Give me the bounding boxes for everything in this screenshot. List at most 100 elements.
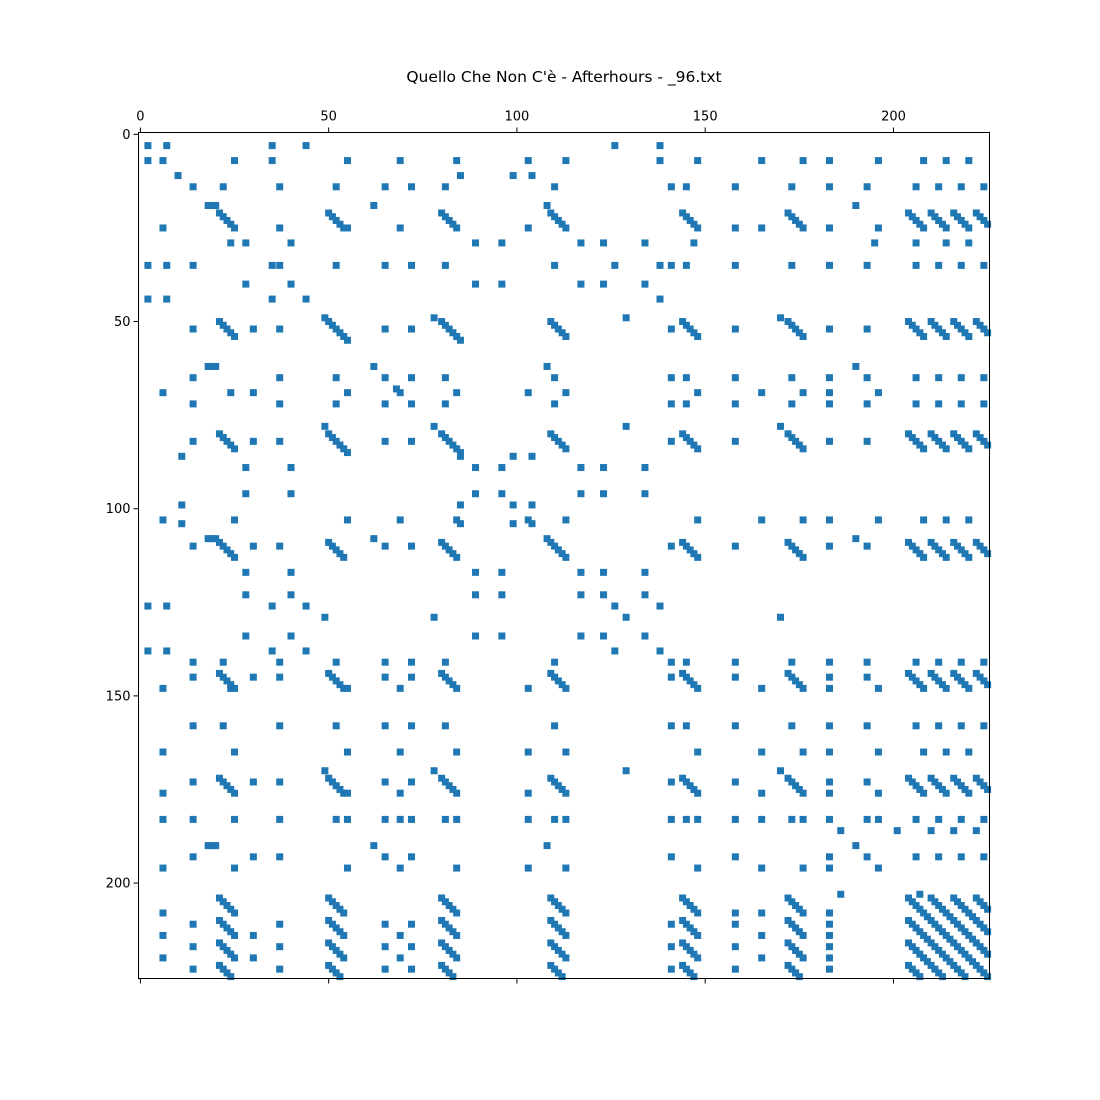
matrix-cell-mark [231, 748, 239, 756]
matrix-cell-mark [215, 961, 223, 969]
matrix-cell-mark [784, 318, 792, 326]
matrix-cell-mark [276, 853, 284, 861]
matrix-cell-mark [249, 954, 257, 962]
y-tick-label: 50 [114, 315, 131, 330]
matrix-cell-mark [863, 183, 871, 191]
matrix-cell-mark [562, 789, 570, 797]
matrix-cell-mark [276, 325, 284, 333]
matrix-cell-mark [381, 400, 389, 408]
matrix-cell-mark [957, 722, 965, 730]
matrix-cell-mark [524, 864, 532, 872]
matrix-cell-mark [340, 954, 348, 962]
matrix-cell-mark [227, 785, 235, 793]
matrix-cell-mark [242, 239, 250, 247]
matrix-cell-mark [682, 943, 690, 951]
matrix-cell-mark [961, 220, 969, 228]
matrix-cell-mark [227, 905, 235, 913]
matrix-cell-mark [408, 325, 415, 333]
matrix-cell-mark [600, 490, 608, 498]
matrix-cell-mark [562, 553, 570, 561]
matrix-cell-mark [961, 329, 969, 337]
matrix-cell-mark [441, 434, 449, 442]
matrix-cell-mark [441, 213, 449, 221]
matrix-cell-mark [408, 374, 415, 382]
matrix-cell-mark [825, 965, 833, 973]
matrix-cell-mark [686, 782, 694, 790]
matrix-cell-mark [231, 789, 239, 797]
matrix-cell-mark [905, 209, 913, 217]
matrix-cell-mark [731, 325, 739, 333]
matrix-cell-mark [908, 778, 916, 786]
matrix-cell-mark [980, 815, 988, 823]
matrix-cell-mark [276, 673, 284, 681]
matrix-cell-mark [456, 501, 464, 509]
matrix-cell-mark [965, 239, 973, 247]
matrix-cell-mark [449, 973, 457, 981]
matrix-cell-mark [453, 333, 461, 341]
matrix-cell-mark [472, 490, 480, 498]
matrix-cell-mark [231, 909, 239, 917]
matrix-cell-mark [370, 362, 378, 370]
matrix-cell-mark [551, 920, 559, 928]
matrix-cell-mark [641, 632, 649, 640]
matrix-cell-mark [938, 681, 946, 689]
matrix-cell-mark [788, 778, 796, 786]
matrix-cell-mark [795, 928, 803, 936]
matrix-cell-mark [686, 325, 694, 333]
matrix-cell-mark [682, 898, 690, 906]
matrix-cell-mark [912, 722, 920, 730]
matrix-cell-mark [969, 958, 977, 966]
matrix-cell-mark [758, 931, 766, 939]
matrix-cell-mark [931, 778, 939, 786]
y-tick-label: 150 [106, 689, 131, 704]
matrix-cell-mark [961, 950, 969, 958]
matrix-cell-mark [957, 400, 965, 408]
matrix-cell-mark [276, 920, 284, 928]
matrix-cell-mark [927, 916, 935, 924]
matrix-cell-mark [472, 464, 480, 472]
matrix-cell-mark [920, 684, 928, 692]
matrix-cell-mark [984, 785, 992, 793]
matrix-cell-mark [972, 827, 980, 835]
matrix-cell-mark [547, 669, 555, 677]
matrix-cell-mark [799, 333, 807, 341]
matrix-cell-mark [611, 647, 619, 655]
matrix-cell-mark [905, 894, 913, 902]
matrix-cell-mark [189, 815, 197, 823]
matrix-cell-mark [144, 647, 152, 655]
matrix-cell-mark [667, 437, 675, 445]
matrix-cell-mark [758, 954, 766, 962]
matrix-cell-mark [795, 950, 803, 958]
matrix-cell-mark [935, 325, 943, 333]
matrix-cell-mark [942, 553, 950, 561]
matrix-cell-mark [276, 400, 284, 408]
matrix-cell-mark [953, 943, 961, 951]
matrix-cell-mark [957, 546, 965, 554]
matrix-cell-mark [957, 924, 965, 932]
matrix-cell-mark [942, 516, 950, 524]
matrix-cell-mark [343, 389, 351, 397]
matrix-cell-mark [249, 437, 257, 445]
matrix-cell-mark [935, 782, 943, 790]
matrix-cell-mark [189, 437, 197, 445]
matrix-cell-mark [758, 224, 766, 232]
matrix-cell-mark [694, 333, 702, 341]
matrix-cell-mark [430, 767, 438, 775]
matrix-cell-mark [825, 748, 833, 756]
matrix-cell-mark [837, 890, 845, 898]
matrix-cell-mark [916, 890, 924, 898]
matrix-cell-mark [852, 202, 860, 209]
matrix-cell-mark [825, 954, 833, 962]
matrix-cell-mark [942, 909, 950, 917]
matrix-cell-mark [189, 920, 197, 928]
matrix-cell-mark [942, 931, 950, 939]
matrix-cell-mark [328, 943, 336, 951]
matrix-cell-mark [242, 568, 250, 576]
matrix-cell-mark [795, 550, 803, 558]
matrix-cell-mark [449, 928, 457, 936]
matrix-cell-mark [276, 778, 284, 786]
matrix-cell-mark [441, 722, 449, 730]
matrix-cell-mark [731, 261, 739, 269]
matrix-cell-mark [343, 336, 351, 344]
matrix-cell-mark [912, 437, 920, 445]
